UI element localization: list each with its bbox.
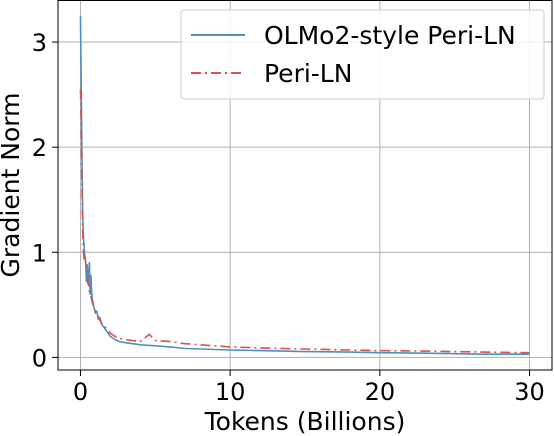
y-tick-label: 3 — [32, 29, 47, 57]
legend-box — [180, 9, 545, 100]
plot-frame — [57, 0, 553, 371]
y-tick-label: 1 — [32, 239, 47, 267]
series-line-peri-ln — [79, 89, 530, 354]
series-lines — [79, 15, 530, 355]
x-tick-label: 30 — [514, 378, 545, 406]
x-axis-label: Tokens (Billions) — [204, 407, 406, 436]
legend: OLMo2-style Peri-LN Peri-LN — [180, 9, 545, 100]
legend-label-peri-ln: Peri-LN — [264, 59, 352, 88]
ticks: 0 10 20 30 0 1 2 3 — [32, 29, 545, 406]
y-tick-label: 2 — [32, 134, 47, 162]
x-tick-label: 20 — [365, 378, 396, 406]
x-tick-label: 0 — [73, 378, 88, 406]
y-axis-label: Gradient Norm — [0, 93, 25, 278]
x-tick-label: 10 — [215, 378, 246, 406]
legend-label-olmo2-style-peri-ln: OLMo2-style Peri-LN — [264, 21, 516, 50]
y-tick-label: 0 — [32, 344, 47, 372]
